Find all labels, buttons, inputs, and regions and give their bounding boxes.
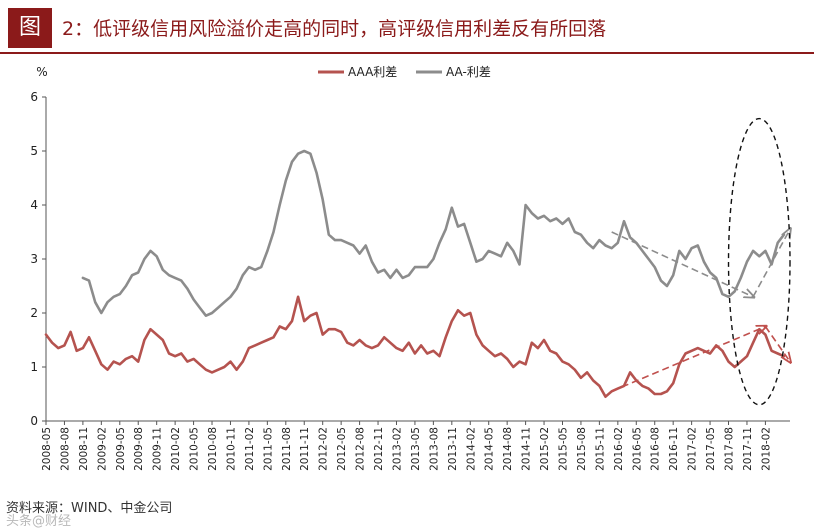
trend-arrow-2 xyxy=(611,327,766,393)
figure-title: 2：低评级信用风险溢价走高的同时，高评级信用利差反有所回落 xyxy=(62,18,607,40)
highlight-ellipse xyxy=(727,117,791,406)
x-tick-label: 2010-11 xyxy=(225,427,237,471)
source-note: 资料来源：WIND、中金公司 xyxy=(6,501,173,516)
aaa-spread-line xyxy=(44,295,786,399)
y-tick-label: 2 xyxy=(30,306,38,320)
legend-label-aaa: AAA利差 xyxy=(348,65,397,79)
x-tick-label: 2013-02 xyxy=(391,427,403,471)
x-tick-label: 2010-02 xyxy=(170,427,182,471)
x-tick-label: 2015-08 xyxy=(576,427,588,471)
y-tick-label: 0 xyxy=(30,414,38,428)
x-tick-label: 2015-11 xyxy=(594,427,606,471)
y-axis-unit-label: % xyxy=(36,65,47,79)
x-tick-label: 2009-05 xyxy=(115,427,127,471)
y-tick-label: 1 xyxy=(30,360,38,374)
figure-label: 图 xyxy=(8,8,52,48)
x-tick-label: 2014-02 xyxy=(465,427,477,471)
x-tick-label: 2016-02 xyxy=(613,427,625,471)
x-tick-label: 2014-11 xyxy=(521,427,533,471)
x-tick-label: 2010-08 xyxy=(207,427,219,471)
x-tick-label: 2011-11 xyxy=(299,427,311,471)
x-tick-label: 2008-05 xyxy=(41,427,53,471)
aa-minus-spread-line xyxy=(81,149,786,318)
trend-arrow-0 xyxy=(611,231,753,297)
x-tick-label: 2016-08 xyxy=(650,427,662,471)
x-tick-label: 2011-02 xyxy=(244,427,256,471)
x-tick-label: 2016-11 xyxy=(668,427,680,471)
legend-label-aa: AA-利差 xyxy=(446,65,491,79)
trend-arrow-3 xyxy=(764,326,790,362)
x-tick-label: 2012-02 xyxy=(318,427,330,471)
x-tick-label: 2008-11 xyxy=(78,427,90,471)
x-tick-label: 2017-11 xyxy=(742,427,754,471)
x-tick-label: 2017-08 xyxy=(724,427,736,471)
x-tick-label: 2018-02 xyxy=(760,427,772,471)
x-tick-label: 2011-05 xyxy=(262,427,274,471)
y-tick-label: 5 xyxy=(30,144,38,158)
x-tick-label: 2017-05 xyxy=(705,427,717,471)
x-tick-label: 2012-11 xyxy=(373,427,385,471)
title-divider xyxy=(0,52,814,54)
x-tick-label: 2013-11 xyxy=(447,427,459,471)
x-tick-label: 2015-05 xyxy=(557,427,569,471)
x-tick-label: 2009-11 xyxy=(152,427,164,471)
x-tick-label: 2014-08 xyxy=(502,427,514,471)
x-tick-label: 2009-02 xyxy=(96,427,108,471)
x-tick-label: 2012-08 xyxy=(355,427,367,471)
y-tick-label: 4 xyxy=(30,198,38,212)
y-tick-label: 3 xyxy=(30,252,38,266)
trend-arrow-1 xyxy=(752,229,790,298)
x-tick-label: 2008-08 xyxy=(59,427,71,471)
x-tick-label: 2009-08 xyxy=(133,427,145,471)
x-tick-label: 2010-05 xyxy=(189,427,201,471)
y-tick-label: 6 xyxy=(30,90,38,104)
x-tick-label: 2011-08 xyxy=(281,427,293,471)
watermark: 头条@财经 xyxy=(6,514,72,529)
x-tick-label: 2015-02 xyxy=(539,427,551,471)
x-tick-label: 2014-05 xyxy=(484,427,496,471)
x-tick-label: 2013-05 xyxy=(410,427,422,471)
x-tick-label: 2012-05 xyxy=(336,427,348,471)
x-tick-label: 2017-02 xyxy=(687,427,699,471)
x-tick-label: 2013-08 xyxy=(428,427,440,471)
x-tick-label: 2016-05 xyxy=(631,427,643,471)
